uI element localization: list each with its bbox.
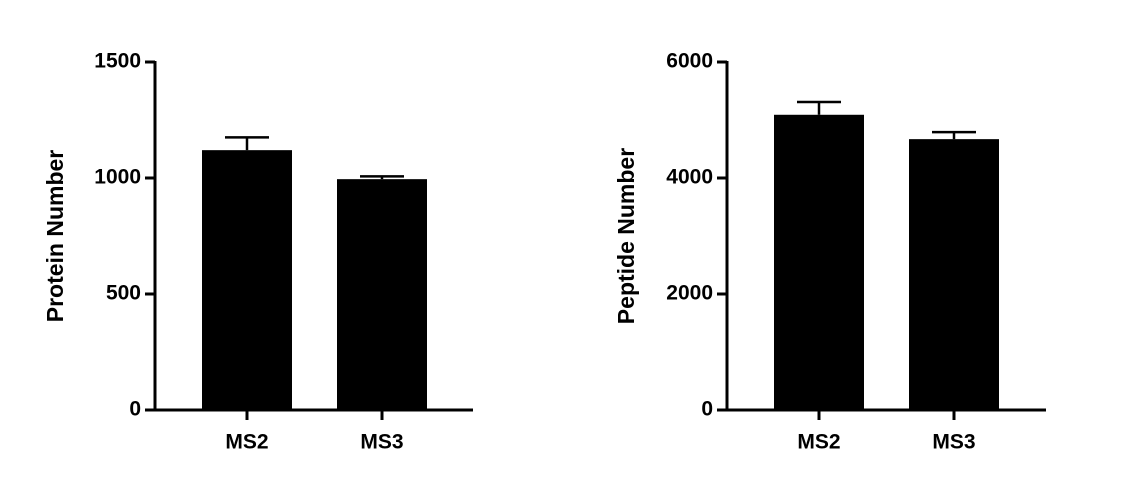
y-tick-label: 1000 <box>94 166 141 189</box>
y-axis-label: Protein Number <box>42 150 68 323</box>
y-tick-label: 4000 <box>666 166 713 189</box>
y-tick-label: 0 <box>701 398 713 421</box>
y-tick-label: 500 <box>106 282 141 305</box>
y-tick-label: 0 <box>129 398 141 421</box>
y-tick-label: 1500 <box>94 50 141 73</box>
x-tick-label: MS3 <box>932 431 975 454</box>
y-tick-label: 6000 <box>666 50 713 73</box>
bar <box>337 179 427 410</box>
bar <box>774 114 864 410</box>
y-axis-label: Peptide Number <box>613 148 639 324</box>
bar <box>202 150 292 410</box>
y-tick-label: 2000 <box>666 282 713 305</box>
x-tick-label: MS2 <box>225 431 268 454</box>
x-tick-label: MS3 <box>360 431 403 454</box>
bar <box>909 139 999 410</box>
x-tick-label: MS2 <box>797 431 840 454</box>
